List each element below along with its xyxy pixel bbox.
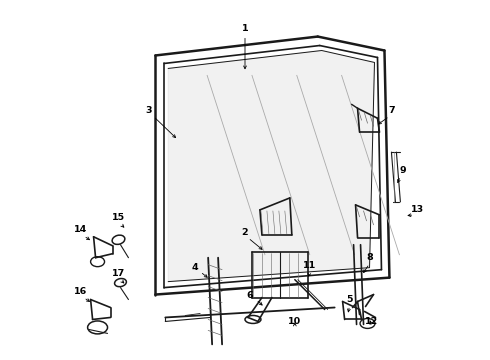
Text: 16: 16 bbox=[74, 287, 87, 296]
Text: 6: 6 bbox=[246, 291, 253, 300]
Text: 2: 2 bbox=[242, 228, 248, 237]
Text: 3: 3 bbox=[145, 106, 151, 115]
Text: 1: 1 bbox=[242, 24, 248, 33]
Text: 13: 13 bbox=[411, 206, 424, 215]
Text: 12: 12 bbox=[365, 317, 378, 326]
Text: 17: 17 bbox=[112, 269, 125, 278]
Text: 8: 8 bbox=[366, 253, 373, 262]
Text: 11: 11 bbox=[303, 261, 317, 270]
Text: 5: 5 bbox=[346, 295, 353, 304]
Text: 4: 4 bbox=[192, 263, 198, 272]
Text: 10: 10 bbox=[288, 317, 301, 326]
Text: 7: 7 bbox=[388, 106, 395, 115]
Text: 14: 14 bbox=[74, 225, 87, 234]
Text: 9: 9 bbox=[399, 166, 406, 175]
Text: 15: 15 bbox=[112, 213, 125, 222]
Polygon shape bbox=[168, 50, 374, 282]
